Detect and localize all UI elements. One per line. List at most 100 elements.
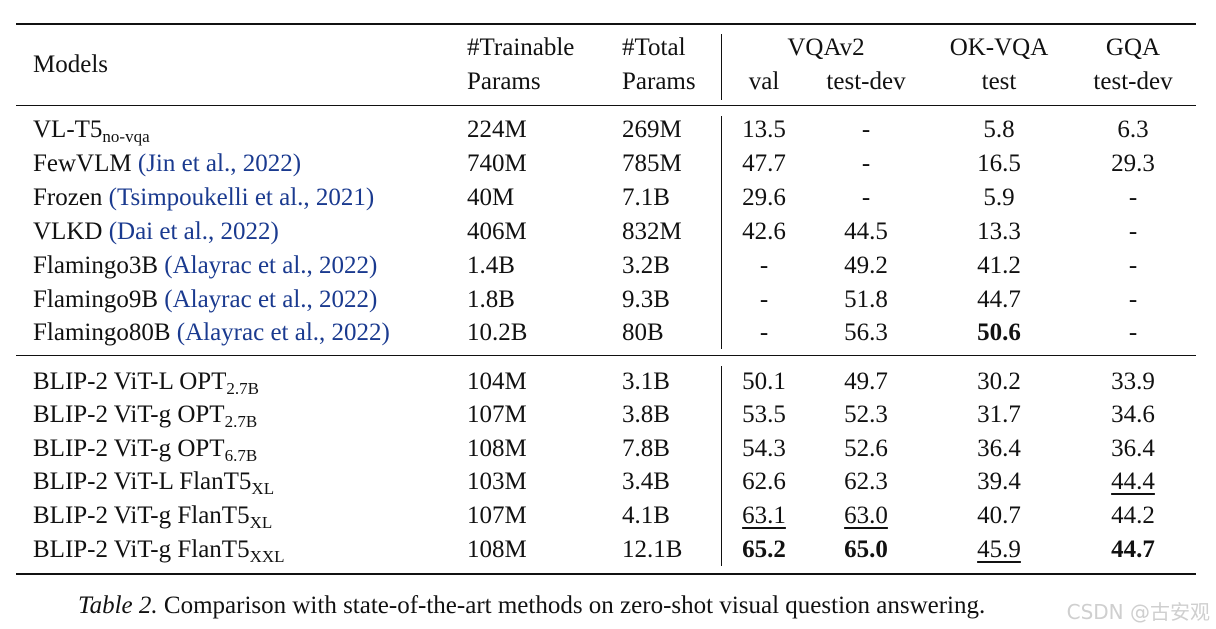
cell-val: - [759, 319, 769, 346]
header-vqav2: VQAv2 [787, 34, 865, 61]
cell-testdev: - [861, 150, 871, 177]
model-name-cell: BLIP-2 ViT-g OPT6.7B [33, 434, 257, 464]
citation-link[interactable]: (Dai et al., 2022) [108, 218, 279, 245]
cell-total: 3.1B [622, 368, 670, 395]
cell-val: 63.1 [742, 502, 786, 529]
citation-link[interactable]: (Alayrac et al., 2022) [164, 286, 378, 313]
cell-ok: 44.7 [977, 286, 1021, 313]
cell-val: 65.2 [742, 536, 786, 563]
model-subscript: 2.7B [224, 412, 258, 431]
cell-trainable: 10.2B [467, 319, 528, 346]
cell-gqa: - [1128, 218, 1138, 245]
cell-total: 269M [622, 116, 682, 143]
model-subscript: XXL [249, 547, 285, 566]
model-name-cell: VL-T5no-vqa [33, 115, 150, 145]
group2-divider [721, 366, 723, 566]
cell-trainable: 104M [467, 368, 527, 395]
model-name-cell: Flamingo80B (Alayrac et al., 2022) [33, 318, 390, 348]
caption-text: Comparison with state-of-the-art methods… [157, 592, 986, 619]
citation-link[interactable]: (Tsimpoukelli et al., 2021) [108, 184, 375, 211]
header-gqa: GQA [1105, 34, 1161, 61]
cell-gqa: - [1128, 252, 1138, 279]
cell-gqa: 36.4 [1111, 435, 1155, 462]
cell-trainable: 406M [467, 218, 527, 245]
model-name-cell: BLIP-2 ViT-g FlanT5XXL [33, 535, 285, 565]
cell-trainable: 1.8B [467, 286, 515, 313]
cell-testdev: 52.6 [844, 435, 888, 462]
model-name: BLIP-2 ViT-g FlanT5 [33, 536, 250, 563]
cell-ok: 5.8 [983, 116, 1015, 143]
cell-testdev: 65.0 [844, 536, 888, 563]
cell-testdev: 44.5 [844, 218, 888, 245]
citation-link[interactable]: (Alayrac et al., 2022) [164, 252, 378, 279]
group1-divider [721, 116, 723, 349]
model-name-cell: Frozen (Tsimpoukelli et al., 2021) [33, 183, 374, 213]
cell-val: 54.3 [742, 435, 786, 462]
model-name: BLIP-2 ViT-L FlanT5 [33, 468, 252, 495]
model-name-cell: BLIP-2 ViT-g OPT2.7B [33, 400, 257, 430]
model-subscript: XL [249, 513, 273, 532]
header-models: Models [33, 51, 108, 78]
header-gqa-testdev: test-dev [1093, 68, 1173, 95]
header-vqav2-val: val [748, 68, 780, 95]
cell-testdev: - [861, 116, 871, 143]
cell-ok: 41.2 [977, 252, 1021, 279]
caption-label: Table 2. [78, 592, 158, 619]
header-total-line2: Params [622, 68, 696, 95]
model-name: BLIP-2 ViT-g OPT [33, 435, 225, 462]
cell-trainable: 740M [467, 150, 527, 177]
top-rule [16, 23, 1196, 25]
cell-testdev: 49.7 [844, 368, 888, 395]
cell-total: 7.1B [622, 184, 670, 211]
group-rule [16, 355, 1196, 357]
model-name-cell: VLKD (Dai et al., 2022) [33, 217, 279, 247]
header-trainable-line1: #Trainable [467, 34, 575, 61]
header-total-line1: #Total [622, 34, 686, 61]
table-caption: Table 2. Comparison with state-of-the-ar… [78, 591, 985, 621]
cell-val: 53.5 [742, 401, 786, 428]
cell-total: 785M [622, 150, 682, 177]
header-okvqa: OK-VQA [949, 34, 1049, 61]
citation-link[interactable]: (Jin et al., 2022) [137, 150, 302, 177]
cell-trainable: 40M [467, 184, 515, 211]
cell-trainable: 107M [467, 401, 527, 428]
model-name-cell: Flamingo3B (Alayrac et al., 2022) [33, 251, 377, 281]
model-name: BLIP-2 ViT-L OPT [33, 368, 227, 395]
cell-ok: 50.6 [977, 319, 1021, 346]
model-subscript: 6.7B [224, 446, 258, 465]
model-subscript: no-vqa [102, 127, 150, 146]
cell-gqa: - [1128, 184, 1138, 211]
header-okvqa-test: test [981, 68, 1017, 95]
cell-gqa: 44.7 [1111, 536, 1155, 563]
model-name-cell: BLIP-2 ViT-L OPT2.7B [33, 367, 259, 397]
cell-gqa: 44.4 [1111, 468, 1155, 495]
model-name: Flamingo3B [33, 252, 159, 279]
cell-val: 50.1 [742, 368, 786, 395]
model-name-cell: Flamingo9B (Alayrac et al., 2022) [33, 285, 377, 315]
model-name: FewVLM [33, 150, 132, 177]
model-subscript: XL [251, 479, 275, 498]
model-name: Frozen [33, 184, 103, 211]
cell-testdev: 49.2 [844, 252, 888, 279]
cell-gqa: 34.6 [1111, 401, 1155, 428]
model-name: Flamingo80B [33, 319, 171, 346]
cell-testdev: - [861, 184, 871, 211]
cell-val: 13.5 [742, 116, 786, 143]
cell-total: 3.8B [622, 401, 670, 428]
cell-gqa: - [1128, 319, 1138, 346]
cell-val: 29.6 [742, 184, 786, 211]
cell-gqa: - [1128, 286, 1138, 313]
cell-ok: 16.5 [977, 150, 1021, 177]
citation-link[interactable]: (Alayrac et al., 2022) [176, 319, 390, 346]
model-name-cell: BLIP-2 ViT-L FlanT5XL [33, 467, 274, 497]
cell-testdev: 62.3 [844, 468, 888, 495]
cell-total: 80B [622, 319, 664, 346]
cell-testdev: 51.8 [844, 286, 888, 313]
cell-trainable: 103M [467, 468, 527, 495]
cell-trainable: 1.4B [467, 252, 515, 279]
cell-gqa: 44.2 [1111, 502, 1155, 529]
model-name-cell: FewVLM (Jin et al., 2022) [33, 149, 301, 179]
cell-val: - [759, 252, 769, 279]
cell-ok: 13.3 [977, 218, 1021, 245]
bottom-rule [16, 573, 1196, 575]
